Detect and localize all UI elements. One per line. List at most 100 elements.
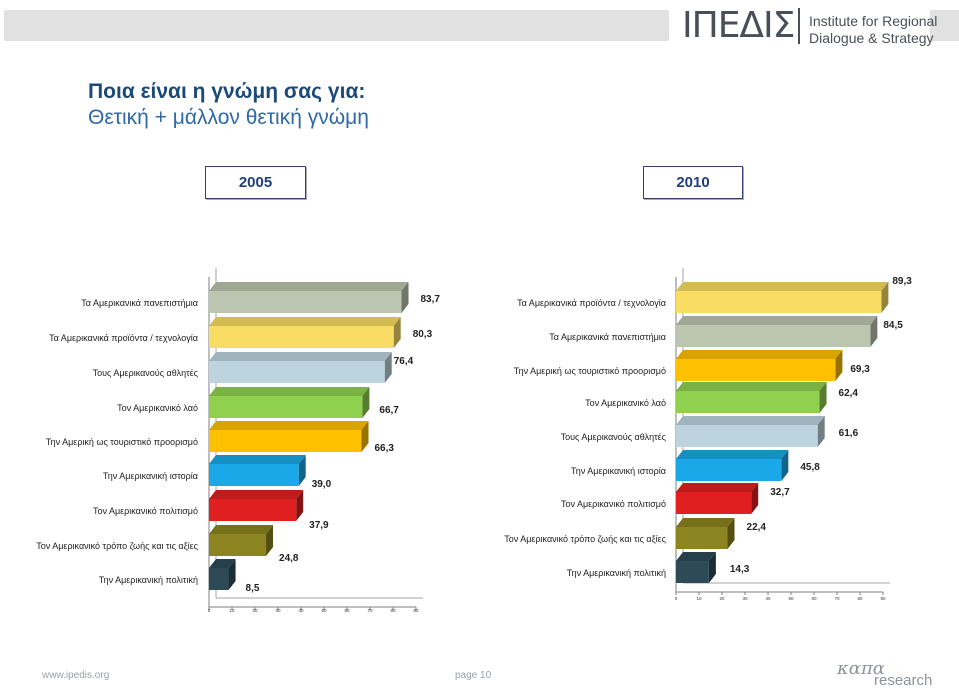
data-label: 69,3 <box>850 364 870 375</box>
logo-divider <box>798 8 800 44</box>
bar-side-face <box>298 455 306 486</box>
bar <box>209 326 394 348</box>
x-tick-label: 90 <box>413 608 419 613</box>
bar <box>209 396 363 418</box>
data-label: 66,3 <box>374 443 394 454</box>
data-label: 32,7 <box>770 487 790 498</box>
bar <box>209 430 362 452</box>
category-label: Την Αμερικανική ιστορία <box>571 466 666 476</box>
x-tick-label: 40 <box>765 596 771 601</box>
data-label: 24,8 <box>279 553 299 564</box>
category-label: Τον Αμερικανικό λαό <box>117 403 198 413</box>
category-label: Τα Αμερικανικά προϊόντα / τεχνολογία <box>49 333 198 343</box>
logo-text-line1: Institute for Regional <box>809 13 938 29</box>
data-label: 8,5 <box>246 583 260 594</box>
bar-side-face <box>881 282 889 313</box>
bar <box>209 291 402 313</box>
ipedis-logo: ΙΠΕΔΙΣ Institute for Regional Dialogue &… <box>682 4 937 48</box>
x-tick-label: 10 <box>229 608 235 613</box>
bar-top-face <box>676 450 789 459</box>
category-label: Τον Αμερικανικό λαό <box>585 398 666 408</box>
x-tick-label: 50 <box>321 608 327 613</box>
bar-top-face <box>676 416 825 425</box>
x-tick-label: 30 <box>742 596 748 601</box>
category-label: Τον Αμερικανικό τρόπο ζωής και τις αξίες <box>36 541 198 551</box>
bar-top-face <box>676 316 878 325</box>
bar <box>676 359 836 381</box>
category-label: Τους Αμερικανούς αθλητές <box>561 432 667 442</box>
bar-side-face <box>727 518 735 549</box>
x-tick-label: 40 <box>298 608 304 613</box>
bar <box>676 291 882 313</box>
bar-side-face <box>266 525 274 556</box>
page-title: Ποια είναι η γνώμη σας για: <box>88 80 366 103</box>
x-tick-label: 60 <box>811 596 817 601</box>
brand-research: research <box>874 672 933 689</box>
x-tick-label: 20 <box>719 596 725 601</box>
bar <box>676 425 818 447</box>
bar-side-face <box>401 282 409 313</box>
bar-top-face <box>676 282 889 291</box>
data-label: 66,7 <box>379 405 399 416</box>
bar <box>676 561 709 583</box>
bar-side-face <box>384 352 392 383</box>
bar-top-face <box>676 483 759 492</box>
category-label: Την Αμερική ως τουριστικό προορισμό <box>514 366 666 376</box>
bar-side-face <box>393 317 401 348</box>
bar-side-face <box>835 350 843 381</box>
bar-side-face <box>228 559 236 590</box>
bar-side-face <box>708 552 716 583</box>
bar-side-face <box>296 490 304 521</box>
x-tick-label: 0 <box>675 596 678 601</box>
header-bar <box>4 10 669 41</box>
category-label: Τους Αμερικανούς αθλητές <box>93 368 199 378</box>
bar <box>209 499 297 521</box>
bar-top-face <box>209 525 274 534</box>
x-tick-label: 70 <box>834 596 840 601</box>
category-label: Τα Αμερικανικά πανεπιστήμια <box>81 298 198 308</box>
page-subtitle: Θετική + μάλλον θετική γνώμη <box>88 106 369 129</box>
category-label: Τα Αμερικανικά πανεπιστήμια <box>549 332 666 342</box>
data-label: 62,4 <box>839 388 859 399</box>
x-tick-label: 50 <box>788 596 794 601</box>
bar <box>676 459 782 481</box>
footer-url: www.ipedis.org <box>42 670 110 681</box>
category-label: Τον Αμερικανικό πολιτισμό <box>93 506 198 516</box>
data-label: 39,0 <box>312 479 332 490</box>
bar-top-face <box>676 382 827 391</box>
x-tick-label: 10 <box>696 596 702 601</box>
bar-top-face <box>209 282 409 291</box>
bar <box>676 527 728 549</box>
logo-mark: ΙΠΕΔΙΣ <box>682 5 795 46</box>
year-label-2005: 2005 <box>205 166 306 199</box>
bar-top-face <box>676 350 843 359</box>
data-label: 61,6 <box>839 428 859 439</box>
bar <box>676 492 752 514</box>
data-label: 45,8 <box>800 462 820 473</box>
data-label: 80,3 <box>413 329 433 340</box>
logo-text-line2: Dialogue & Strategy <box>809 30 934 46</box>
bar-top-face <box>676 552 716 561</box>
bar <box>676 325 871 347</box>
bar <box>209 464 299 486</box>
year-label-2010: 2010 <box>643 166 743 199</box>
x-tick-label: 70 <box>367 608 373 613</box>
bar-top-face <box>209 421 369 430</box>
bar-top-face <box>209 455 306 464</box>
data-label: 89,3 <box>892 276 912 287</box>
x-tick-label: 20 <box>252 608 258 613</box>
bar-side-face <box>361 421 369 452</box>
bar-top-face <box>209 387 370 396</box>
category-label: Τον Αμερικανικό τρόπο ζωής και τις αξίες <box>504 534 666 544</box>
x-tick-label: 80 <box>390 608 396 613</box>
bar-side-face <box>870 316 878 347</box>
bar-top-face <box>676 518 735 527</box>
data-label: 83,7 <box>421 294 441 305</box>
bar <box>209 534 267 556</box>
data-label: 37,9 <box>309 520 329 531</box>
category-label: Τα Αμερικανικά προϊόντα / τεχνολογία <box>517 298 666 308</box>
data-label: 22,4 <box>747 522 767 533</box>
x-tick-label: 0 <box>208 608 211 613</box>
x-tick-label: 90 <box>880 596 886 601</box>
bar <box>209 361 385 383</box>
